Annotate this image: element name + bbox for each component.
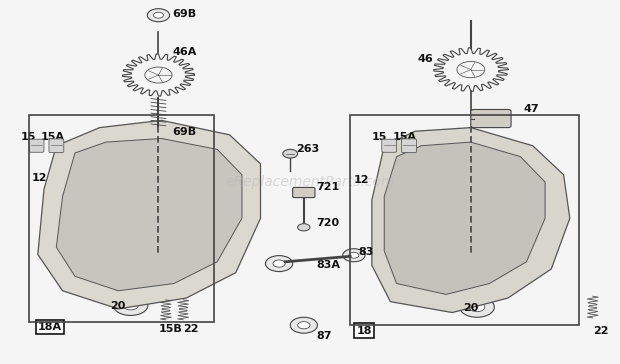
FancyBboxPatch shape bbox=[293, 187, 315, 198]
Text: 12: 12 bbox=[353, 175, 369, 185]
Circle shape bbox=[148, 129, 169, 141]
Circle shape bbox=[123, 301, 138, 310]
Text: 22: 22 bbox=[183, 324, 198, 334]
Circle shape bbox=[298, 224, 310, 231]
Circle shape bbox=[469, 302, 485, 312]
Text: 46A: 46A bbox=[172, 47, 197, 57]
Text: 15A: 15A bbox=[392, 132, 416, 142]
Polygon shape bbox=[384, 142, 545, 294]
Circle shape bbox=[153, 12, 164, 18]
Text: 15: 15 bbox=[372, 132, 388, 142]
Text: 46: 46 bbox=[418, 54, 434, 64]
Text: 20: 20 bbox=[110, 301, 126, 311]
Text: 47: 47 bbox=[523, 104, 539, 114]
FancyBboxPatch shape bbox=[402, 139, 417, 153]
Text: 12: 12 bbox=[32, 173, 47, 183]
FancyBboxPatch shape bbox=[29, 139, 44, 152]
Text: 15: 15 bbox=[21, 132, 37, 142]
Text: 721: 721 bbox=[316, 182, 339, 192]
Circle shape bbox=[290, 317, 317, 333]
Circle shape bbox=[343, 249, 365, 262]
Text: 15B: 15B bbox=[159, 324, 182, 334]
Circle shape bbox=[349, 252, 359, 258]
Text: 18A: 18A bbox=[38, 322, 62, 332]
Text: 22: 22 bbox=[593, 326, 609, 336]
FancyBboxPatch shape bbox=[49, 139, 64, 153]
Text: 263: 263 bbox=[296, 144, 320, 154]
Text: 18: 18 bbox=[356, 326, 372, 336]
Circle shape bbox=[283, 149, 298, 158]
Text: 87: 87 bbox=[316, 331, 332, 341]
Circle shape bbox=[298, 322, 310, 329]
Circle shape bbox=[265, 256, 293, 272]
Polygon shape bbox=[372, 128, 570, 313]
Circle shape bbox=[154, 132, 163, 138]
FancyBboxPatch shape bbox=[471, 110, 511, 128]
Text: 69B: 69B bbox=[172, 9, 197, 19]
Polygon shape bbox=[38, 120, 260, 309]
Circle shape bbox=[148, 9, 170, 22]
Text: 15A: 15A bbox=[41, 132, 65, 142]
Text: eReplacementParts.com: eReplacementParts.com bbox=[225, 175, 395, 189]
Text: 83: 83 bbox=[358, 248, 374, 257]
Text: 69B: 69B bbox=[172, 127, 197, 137]
Bar bbox=[350, 115, 579, 325]
Text: 83A: 83A bbox=[316, 260, 340, 270]
Circle shape bbox=[459, 297, 494, 317]
Polygon shape bbox=[56, 138, 242, 291]
Text: 20: 20 bbox=[463, 303, 479, 313]
Circle shape bbox=[113, 295, 148, 316]
FancyBboxPatch shape bbox=[382, 139, 397, 152]
Text: 720: 720 bbox=[316, 218, 339, 228]
Bar bbox=[29, 115, 214, 322]
Circle shape bbox=[273, 260, 285, 267]
